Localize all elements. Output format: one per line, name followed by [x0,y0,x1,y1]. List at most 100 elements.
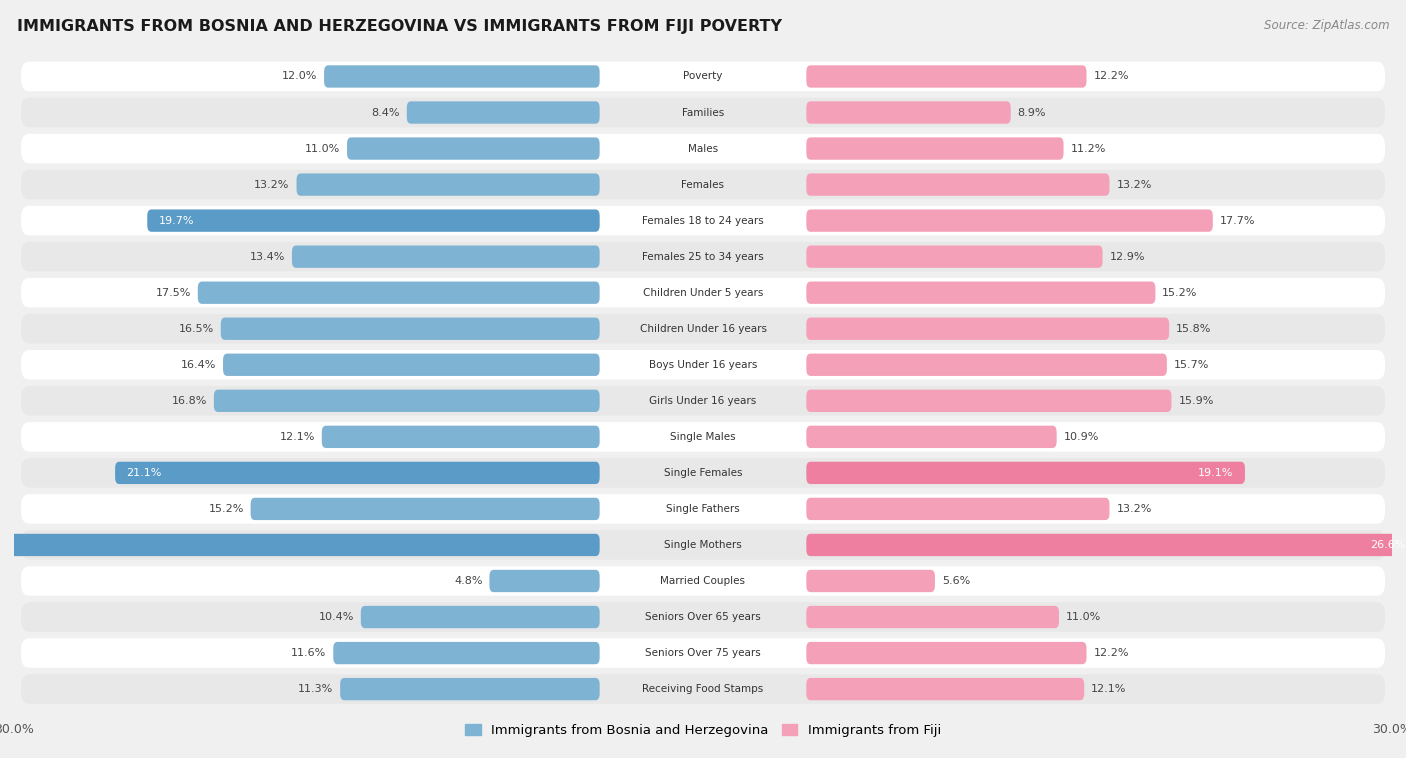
FancyBboxPatch shape [340,678,599,700]
FancyBboxPatch shape [21,133,1385,163]
FancyBboxPatch shape [347,137,599,160]
FancyBboxPatch shape [214,390,599,412]
Text: Receiving Food Stamps: Receiving Food Stamps [643,684,763,694]
Text: Seniors Over 75 years: Seniors Over 75 years [645,648,761,658]
FancyBboxPatch shape [807,642,1087,664]
Text: 16.5%: 16.5% [179,324,214,334]
FancyBboxPatch shape [0,534,599,556]
Text: 13.2%: 13.2% [1116,180,1152,190]
FancyBboxPatch shape [21,603,1385,632]
FancyBboxPatch shape [323,65,599,88]
Text: 15.2%: 15.2% [208,504,243,514]
Text: 17.7%: 17.7% [1219,215,1256,226]
FancyBboxPatch shape [21,494,1385,524]
Text: 11.3%: 11.3% [298,684,333,694]
Text: 10.9%: 10.9% [1063,432,1099,442]
Text: Source: ZipAtlas.com: Source: ZipAtlas.com [1264,19,1389,32]
FancyBboxPatch shape [807,426,1057,448]
FancyBboxPatch shape [807,281,1156,304]
Text: Children Under 16 years: Children Under 16 years [640,324,766,334]
Text: 12.1%: 12.1% [280,432,315,442]
FancyBboxPatch shape [807,606,1059,628]
FancyBboxPatch shape [221,318,599,340]
FancyBboxPatch shape [115,462,599,484]
Text: 12.1%: 12.1% [1091,684,1126,694]
FancyBboxPatch shape [198,281,599,304]
FancyBboxPatch shape [21,638,1385,668]
FancyBboxPatch shape [333,642,599,664]
Text: 4.8%: 4.8% [454,576,482,586]
FancyBboxPatch shape [807,462,1244,484]
Text: 12.2%: 12.2% [1094,648,1129,658]
FancyBboxPatch shape [21,566,1385,596]
FancyBboxPatch shape [807,534,1406,556]
Text: 12.0%: 12.0% [281,71,318,81]
Text: 19.7%: 19.7% [159,215,194,226]
FancyBboxPatch shape [21,98,1385,127]
Text: 8.9%: 8.9% [1018,108,1046,117]
FancyBboxPatch shape [807,137,1063,160]
Text: Single Fathers: Single Fathers [666,504,740,514]
FancyBboxPatch shape [807,102,1011,124]
Text: Families: Families [682,108,724,117]
Text: Children Under 5 years: Children Under 5 years [643,288,763,298]
FancyBboxPatch shape [250,498,599,520]
FancyBboxPatch shape [807,570,935,592]
FancyBboxPatch shape [21,458,1385,487]
FancyBboxPatch shape [224,353,599,376]
Text: Males: Males [688,143,718,154]
Text: IMMIGRANTS FROM BOSNIA AND HERZEGOVINA VS IMMIGRANTS FROM FIJI POVERTY: IMMIGRANTS FROM BOSNIA AND HERZEGOVINA V… [17,19,782,34]
FancyBboxPatch shape [807,209,1213,232]
Text: 11.0%: 11.0% [305,143,340,154]
Text: Boys Under 16 years: Boys Under 16 years [648,360,758,370]
Text: Girls Under 16 years: Girls Under 16 years [650,396,756,406]
FancyBboxPatch shape [21,314,1385,343]
FancyBboxPatch shape [322,426,599,448]
Text: Seniors Over 65 years: Seniors Over 65 years [645,612,761,622]
Text: 11.2%: 11.2% [1070,143,1105,154]
Text: 19.1%: 19.1% [1198,468,1233,478]
Text: Poverty: Poverty [683,71,723,81]
FancyBboxPatch shape [807,65,1087,88]
FancyBboxPatch shape [21,675,1385,704]
Text: Single Mothers: Single Mothers [664,540,742,550]
FancyBboxPatch shape [21,170,1385,199]
Text: Females: Females [682,180,724,190]
Legend: Immigrants from Bosnia and Herzegovina, Immigrants from Fiji: Immigrants from Bosnia and Herzegovina, … [460,719,946,742]
FancyBboxPatch shape [21,61,1385,91]
FancyBboxPatch shape [807,353,1167,376]
Text: 12.2%: 12.2% [1094,71,1129,81]
FancyBboxPatch shape [807,174,1109,196]
FancyBboxPatch shape [21,206,1385,236]
Text: 8.4%: 8.4% [371,108,399,117]
FancyBboxPatch shape [21,386,1385,415]
FancyBboxPatch shape [807,246,1102,268]
Text: 15.9%: 15.9% [1178,396,1213,406]
Text: 12.9%: 12.9% [1109,252,1144,262]
FancyBboxPatch shape [292,246,599,268]
Text: Single Females: Single Females [664,468,742,478]
Text: 13.2%: 13.2% [1116,504,1152,514]
FancyBboxPatch shape [297,174,599,196]
FancyBboxPatch shape [807,678,1084,700]
Text: Single Males: Single Males [671,432,735,442]
Text: 15.8%: 15.8% [1175,324,1212,334]
FancyBboxPatch shape [148,209,599,232]
Text: Females 18 to 24 years: Females 18 to 24 years [643,215,763,226]
FancyBboxPatch shape [807,498,1109,520]
Text: 11.6%: 11.6% [291,648,326,658]
FancyBboxPatch shape [21,422,1385,452]
Text: 17.5%: 17.5% [156,288,191,298]
Text: Married Couples: Married Couples [661,576,745,586]
Text: 15.2%: 15.2% [1163,288,1198,298]
Text: 16.4%: 16.4% [181,360,217,370]
FancyBboxPatch shape [21,530,1385,559]
FancyBboxPatch shape [489,570,599,592]
Text: 21.1%: 21.1% [127,468,162,478]
FancyBboxPatch shape [406,102,599,124]
Text: 10.4%: 10.4% [319,612,354,622]
FancyBboxPatch shape [21,242,1385,271]
Text: Females 25 to 34 years: Females 25 to 34 years [643,252,763,262]
FancyBboxPatch shape [361,606,599,628]
FancyBboxPatch shape [21,350,1385,380]
